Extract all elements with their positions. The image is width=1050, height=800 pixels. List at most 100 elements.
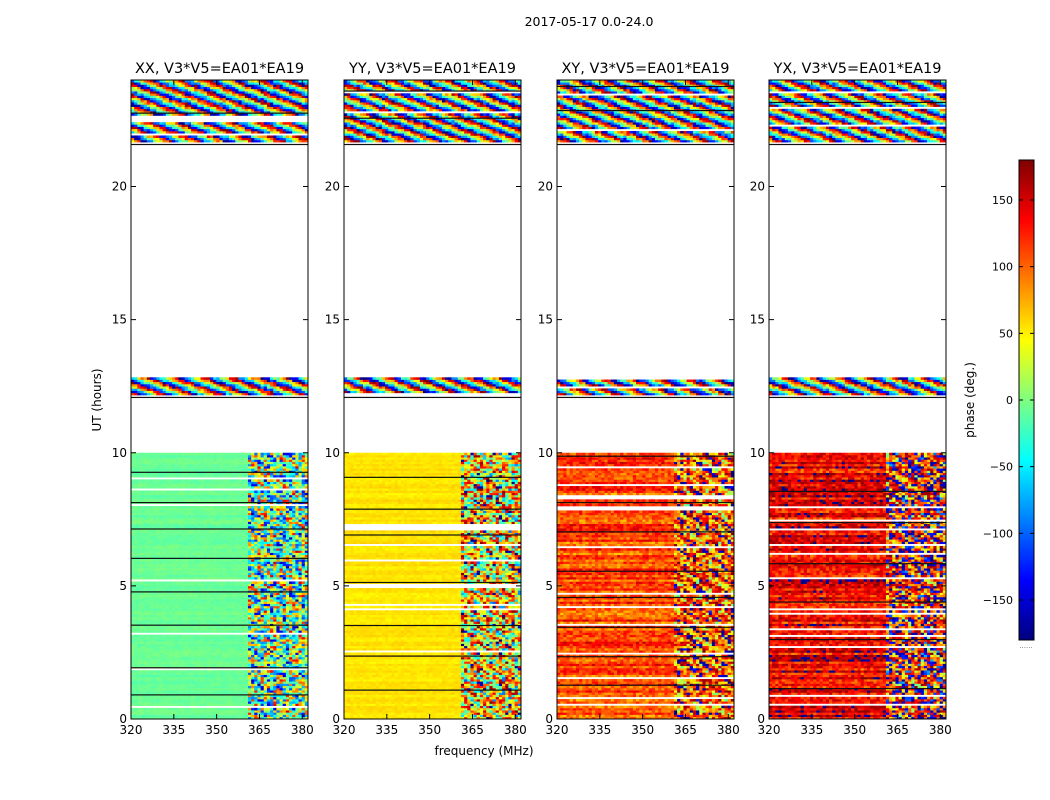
heatmap-cell (254, 532, 258, 536)
heatmap-cell (168, 537, 173, 540)
heatmap-cell (285, 639, 290, 642)
heatmap-cell (270, 574, 274, 578)
heatmap-cell (282, 585, 287, 589)
heatmap-cell (159, 619, 164, 622)
heatmap-cell (247, 517, 252, 520)
heatmap-cell (168, 565, 173, 569)
heatmap-cell (210, 659, 214, 662)
heatmap-cell (168, 539, 173, 542)
heatmap-cell (184, 628, 189, 631)
heatmap-cell (260, 648, 265, 651)
heatmap-cell (162, 683, 167, 687)
heatmap-cell (273, 514, 277, 518)
heatmap-cell (181, 519, 186, 522)
heatmap-cell (225, 534, 230, 538)
heatmap-cell (162, 652, 167, 655)
heatmap-cell (191, 699, 195, 702)
heatmap-cell (194, 670, 198, 673)
heatmap-cell (254, 517, 258, 520)
heatmap-cell (295, 685, 299, 689)
heatmap-cell (137, 603, 141, 607)
heatmap-cell (222, 694, 227, 698)
heatmap-cell (270, 519, 274, 522)
heatmap-cell (168, 583, 173, 587)
heatmap-cell (282, 683, 287, 687)
heatmap-cell (295, 596, 299, 600)
heatmap-cell (213, 716, 217, 719)
heatmap-cell (200, 541, 205, 545)
heatmap-cell (266, 654, 271, 658)
heatmap-cell (232, 599, 236, 602)
heatmap-cell (187, 596, 192, 600)
heatmap-cell (197, 577, 201, 580)
heatmap-cell (181, 554, 186, 558)
heatmap-cell (295, 650, 299, 653)
heatmap-cell (203, 601, 208, 604)
heatmap-cell (194, 545, 198, 549)
heatmap-cell (213, 670, 217, 673)
heatmap-cell (241, 641, 246, 644)
heatmap-cell (232, 603, 236, 607)
heatmap-cell (270, 614, 274, 618)
heatmap-cell (194, 610, 198, 613)
heatmap-cell (131, 707, 135, 711)
heatmap-cell (301, 588, 306, 591)
heatmap-cell (140, 641, 145, 644)
heatmap-cell (146, 521, 151, 525)
heatmap-cell (137, 712, 141, 715)
heatmap-cell (181, 703, 186, 706)
heatmap-cell (292, 683, 296, 687)
heatmap-cell (213, 532, 217, 536)
heatmap-cell (263, 512, 268, 516)
heatmap-cell (187, 588, 192, 591)
heatmap-cell (235, 610, 239, 613)
heatmap-cell (168, 716, 173, 719)
heatmap-cell (301, 694, 306, 698)
heatmap-cell (285, 537, 290, 540)
heatmap-cell (282, 692, 287, 695)
heatmap-cell (289, 570, 293, 573)
heatmap-cell (153, 568, 157, 571)
heatmap-cell (254, 619, 258, 622)
heatmap-cell (194, 619, 198, 622)
heatmap-cell (222, 712, 227, 715)
heatmap-cell (225, 539, 230, 542)
heatmap-cell (140, 550, 145, 553)
heatmap-cell (289, 681, 293, 684)
heatmap-cell (266, 628, 271, 631)
heatmap-cell (137, 672, 141, 675)
heatmap-cell (295, 583, 299, 587)
heatmap-cell (295, 561, 299, 564)
heatmap-cell (165, 683, 170, 687)
heatmap-cell (203, 703, 208, 706)
heatmap-cell (241, 710, 246, 713)
heatmap-cell (200, 636, 205, 640)
heatmap-cell (222, 532, 227, 536)
heatmap-cell (232, 616, 236, 620)
heatmap-cell (247, 577, 252, 580)
heatmap-cell (156, 650, 160, 653)
heatmap-cell (282, 656, 287, 660)
heatmap-cell (172, 690, 176, 693)
heatmap-cell (247, 710, 252, 713)
heatmap-cell (301, 659, 306, 662)
heatmap-cell (282, 661, 287, 664)
heatmap-cell (134, 510, 138, 513)
heatmap-cell (153, 612, 157, 616)
heatmap-cell (263, 714, 268, 718)
heatmap-cell (241, 554, 246, 558)
heatmap-cell (292, 563, 296, 567)
heatmap-cell (298, 568, 303, 571)
heatmap-cell (206, 696, 211, 700)
heatmap-cell (210, 676, 214, 680)
heatmap-cell (289, 583, 293, 587)
heatmap-cell (254, 565, 258, 569)
heatmap-cell (191, 596, 195, 600)
heatmap-cell (304, 628, 308, 631)
heatmap-cell (238, 712, 243, 715)
heatmap-cell (266, 561, 271, 564)
heatmap-cell (228, 661, 233, 664)
heatmap-cell (140, 583, 145, 587)
heatmap-cell (260, 696, 265, 700)
heatmap-cell (203, 521, 208, 525)
